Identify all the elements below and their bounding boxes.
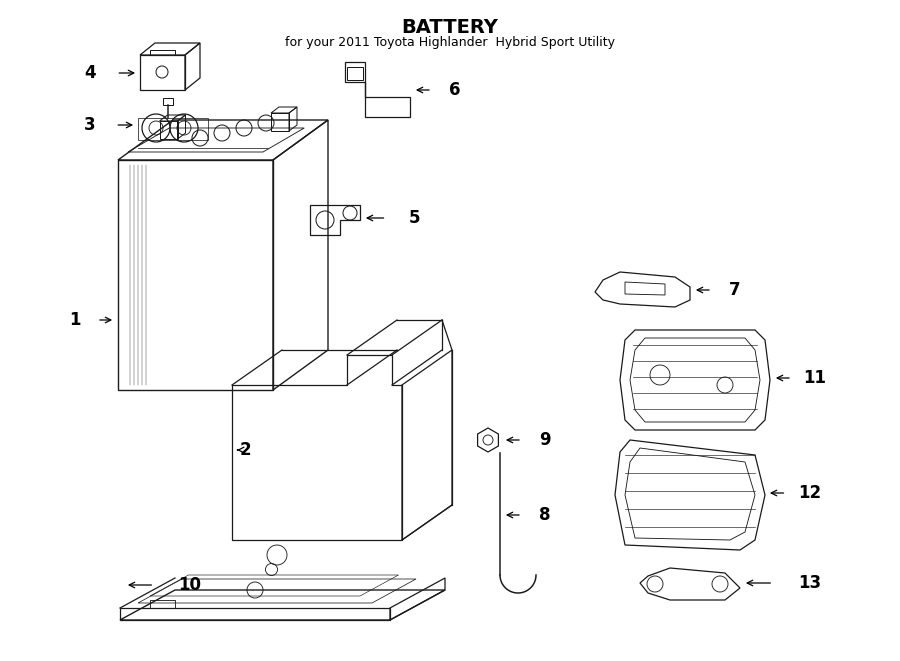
Text: for your 2011 Toyota Highlander  Hybrid Sport Utility: for your 2011 Toyota Highlander Hybrid S… bbox=[285, 36, 615, 49]
Text: 5: 5 bbox=[410, 209, 421, 227]
Text: 9: 9 bbox=[539, 431, 551, 449]
Text: 12: 12 bbox=[798, 484, 822, 502]
Text: 6: 6 bbox=[449, 81, 461, 99]
Text: 8: 8 bbox=[539, 506, 551, 524]
Text: 3: 3 bbox=[85, 116, 95, 134]
Text: 7: 7 bbox=[729, 281, 741, 299]
Text: 13: 13 bbox=[798, 574, 822, 592]
Text: 2: 2 bbox=[239, 441, 251, 459]
Text: 11: 11 bbox=[804, 369, 826, 387]
Text: 4: 4 bbox=[85, 64, 95, 82]
Text: BATTERY: BATTERY bbox=[401, 18, 499, 37]
Text: 10: 10 bbox=[178, 576, 202, 594]
Text: 1: 1 bbox=[69, 311, 81, 329]
